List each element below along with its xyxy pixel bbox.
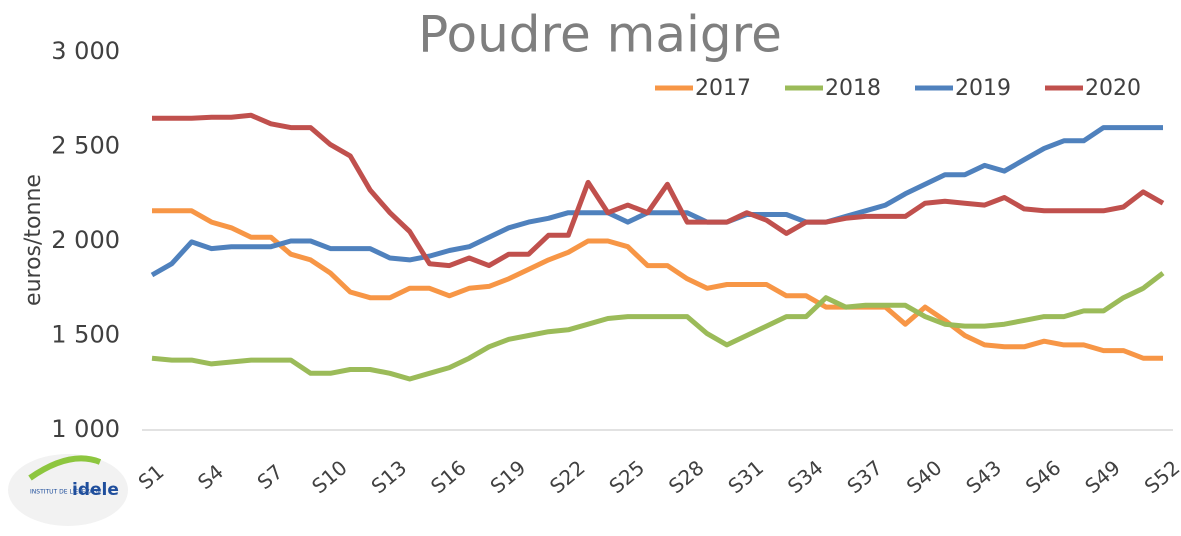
logo-brand: idele bbox=[72, 480, 119, 500]
x-tick-label: S40 bbox=[902, 455, 947, 498]
logo: INSTITUT DE L'ÉLEVAGE idele bbox=[8, 454, 128, 526]
x-tick-label: S52 bbox=[1140, 455, 1181, 498]
logo-swoosh bbox=[28, 455, 102, 481]
y-axis-label: euros/tonne bbox=[21, 174, 46, 306]
chart-title: Poudre maigre bbox=[418, 6, 782, 64]
x-tick-label: S25 bbox=[604, 455, 649, 498]
legend-label: 2020 bbox=[1085, 76, 1141, 101]
x-tick-label: S31 bbox=[723, 455, 768, 498]
logo-small: INSTITUT DE L'ÉLEVAGE bbox=[30, 488, 102, 496]
x-tick-label: S46 bbox=[1021, 455, 1066, 498]
x-tick-label: S10 bbox=[307, 455, 352, 498]
y-tick-label: 2 000 bbox=[51, 226, 120, 254]
x-tick-label: S7 bbox=[253, 459, 288, 494]
x-tick-label: S34 bbox=[783, 455, 828, 498]
y-tick-label: 2 500 bbox=[51, 132, 120, 160]
x-tick-label: S1 bbox=[134, 459, 169, 494]
x-tick-label: S16 bbox=[426, 455, 471, 498]
legend-label: 2019 bbox=[955, 76, 1011, 101]
x-tick-label: S22 bbox=[545, 455, 590, 498]
y-tick-label: 1 500 bbox=[51, 321, 120, 349]
y-tick-label: 3 000 bbox=[51, 37, 120, 65]
y-tick-label: 1 000 bbox=[51, 415, 120, 443]
legend-label: 2017 bbox=[695, 76, 751, 101]
x-tick-label: S28 bbox=[664, 455, 709, 498]
x-tick-label: S49 bbox=[1080, 455, 1125, 498]
x-tick-label: S4 bbox=[193, 459, 228, 494]
x-tick-label: S19 bbox=[486, 455, 531, 498]
series-line bbox=[150, 125, 1163, 278]
series-line bbox=[152, 112, 1165, 269]
series-line bbox=[152, 208, 1163, 361]
x-tick-label: S43 bbox=[961, 455, 1006, 498]
x-tick-label: S37 bbox=[842, 455, 887, 498]
series-line bbox=[151, 271, 1165, 382]
legend-label: 2018 bbox=[825, 76, 881, 101]
x-tick-label: S13 bbox=[367, 455, 412, 498]
